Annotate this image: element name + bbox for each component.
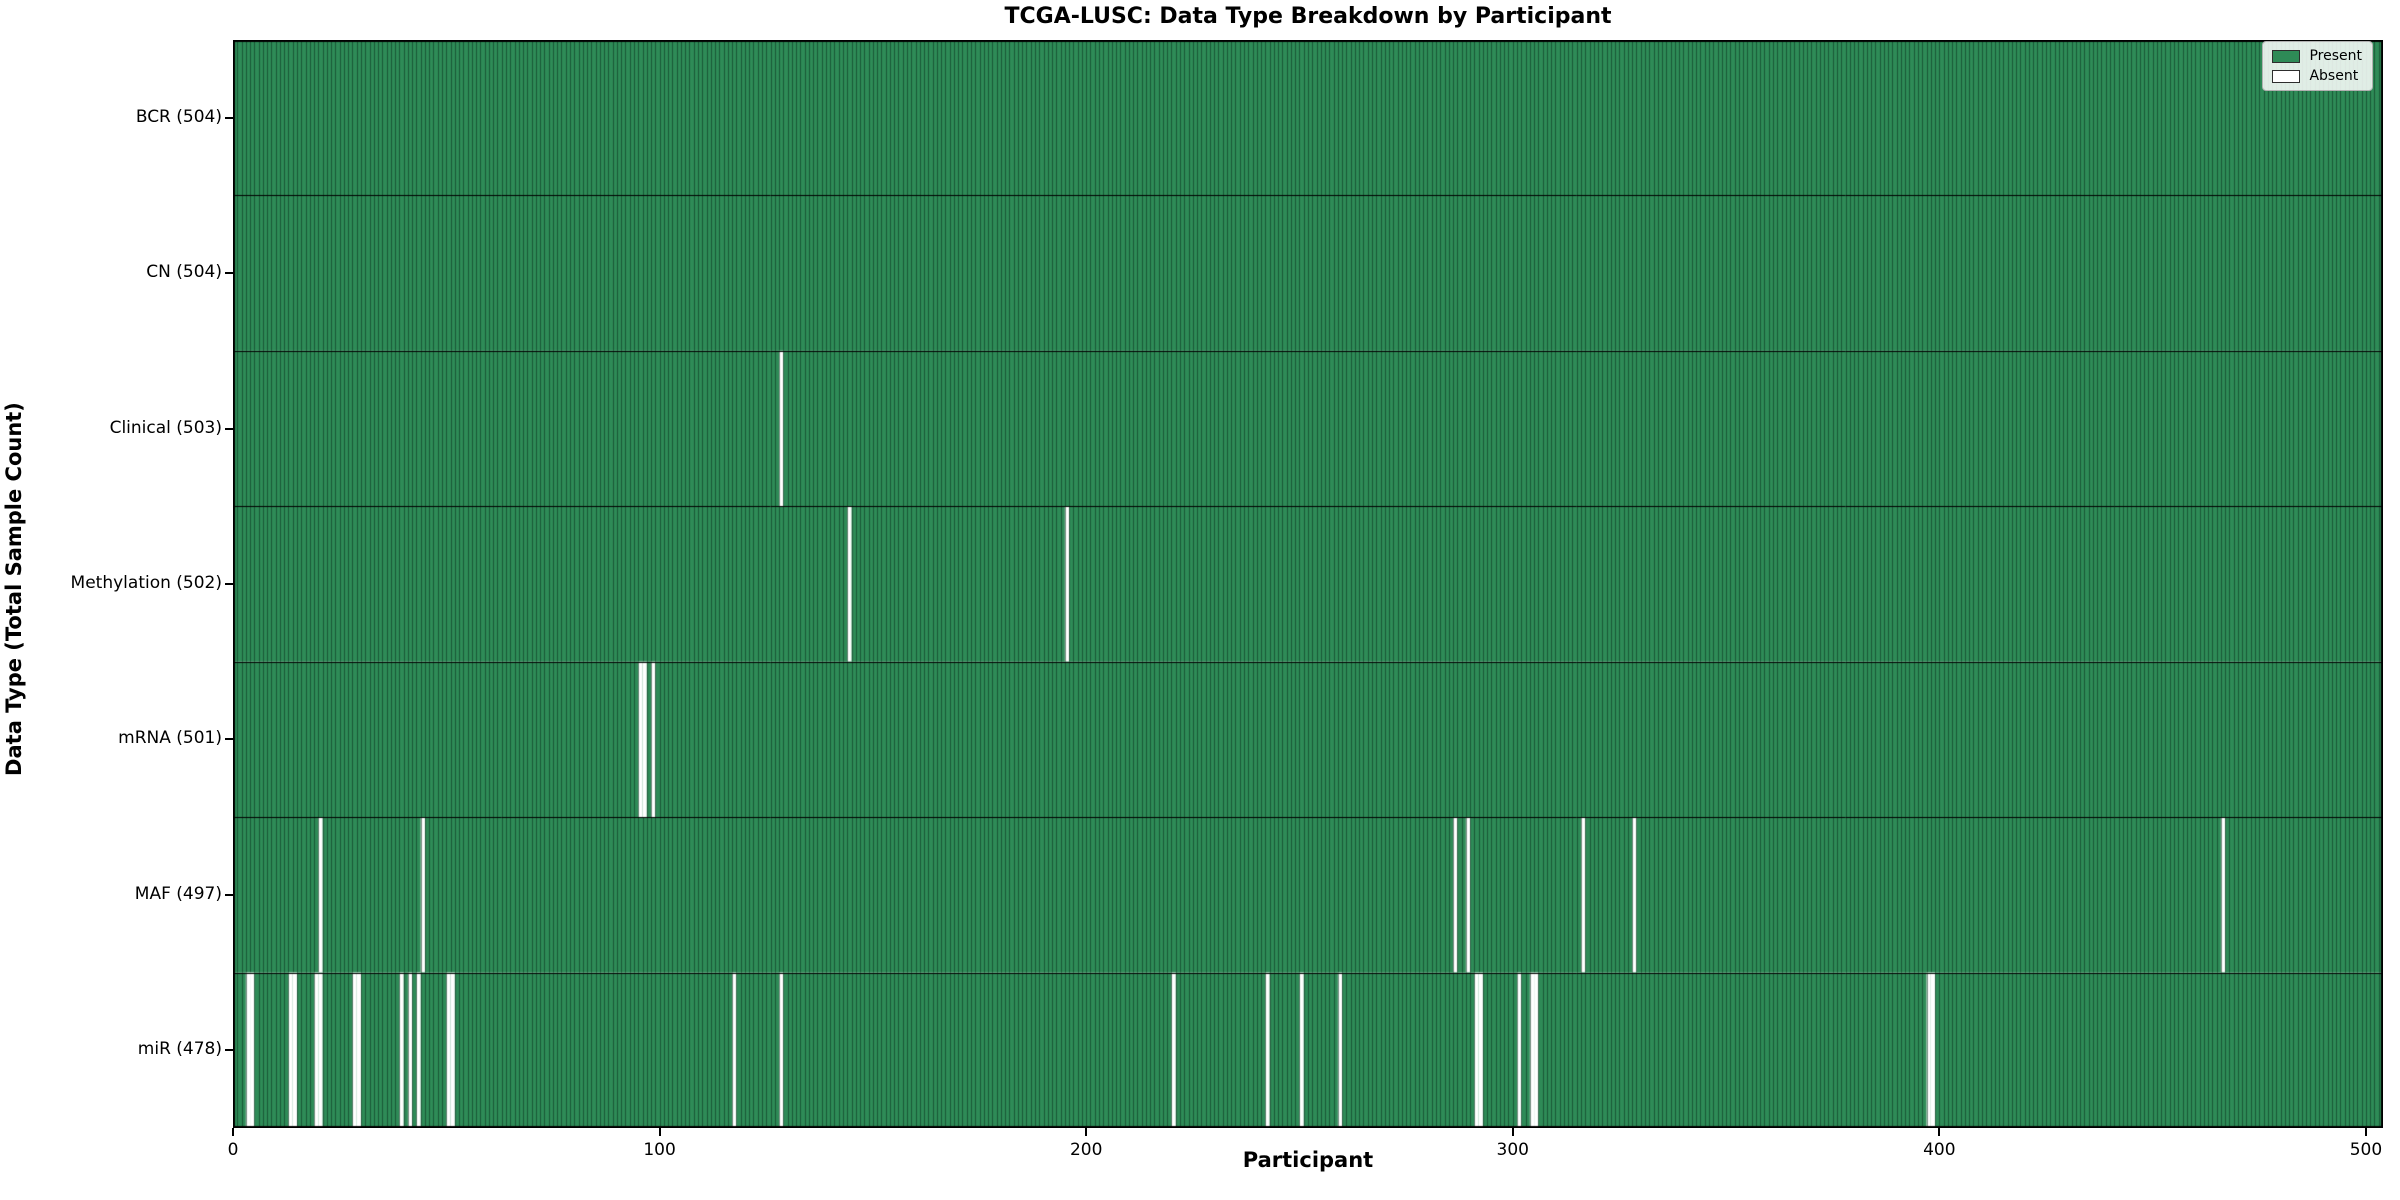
x-tick-mark (232, 1128, 234, 1136)
y-tick-label: miR (478) (137, 1039, 222, 1060)
legend-absent-label: Absent (2309, 68, 2359, 84)
chart-title: TCGA-LUSC: Data Type Breakdown by Partic… (1004, 4, 1612, 29)
absent-swatch-icon (2272, 69, 2301, 83)
legend-entry-absent: Absent (2272, 69, 2362, 83)
y-tick-mark (225, 1049, 233, 1052)
present-swatch-icon (2272, 49, 2301, 63)
y-tick-mark (225, 272, 233, 275)
plot-area (233, 40, 2383, 1128)
x-tick-mark (1511, 1128, 1514, 1136)
y-tick-label: Clinical (503) (109, 417, 222, 438)
legend: Present Absent (2262, 41, 2373, 91)
legend-present-label: Present (2309, 48, 2362, 64)
y-tick-mark (225, 893, 233, 896)
x-tick-label: 200 (1069, 1140, 1103, 1160)
y-tick-mark (225, 738, 233, 741)
x-tick-mark (1938, 1128, 1941, 1136)
x-tick-label: 0 (227, 1140, 239, 1160)
x-tick-label: 400 (1923, 1140, 1956, 1160)
y-tick-label: MAF (497) (134, 883, 222, 904)
x-tick-label: 100 (643, 1140, 676, 1160)
x-tick-mark (658, 1128, 661, 1136)
presence-heatmap-canvas (233, 40, 2383, 1128)
x-tick-label: 300 (1496, 1140, 1529, 1160)
y-tick-mark (225, 583, 233, 585)
y-tick-label: mRNA (501) (118, 728, 222, 749)
legend-entry-present: Present (2272, 49, 2362, 63)
x-axis-label: Participant (1242, 1148, 1374, 1172)
y-tick-mark (225, 116, 233, 119)
x-tick-mark (2364, 1128, 2367, 1136)
x-tick-mark (1085, 1128, 1088, 1136)
y-tick-label: Methylation (502) (70, 573, 222, 593)
y-tick-label: BCR (504) (135, 106, 222, 127)
x-tick-label: 500 (2349, 1140, 2383, 1160)
y-tick-mark (225, 427, 233, 430)
y-tick-label: CN (504) (146, 262, 222, 283)
